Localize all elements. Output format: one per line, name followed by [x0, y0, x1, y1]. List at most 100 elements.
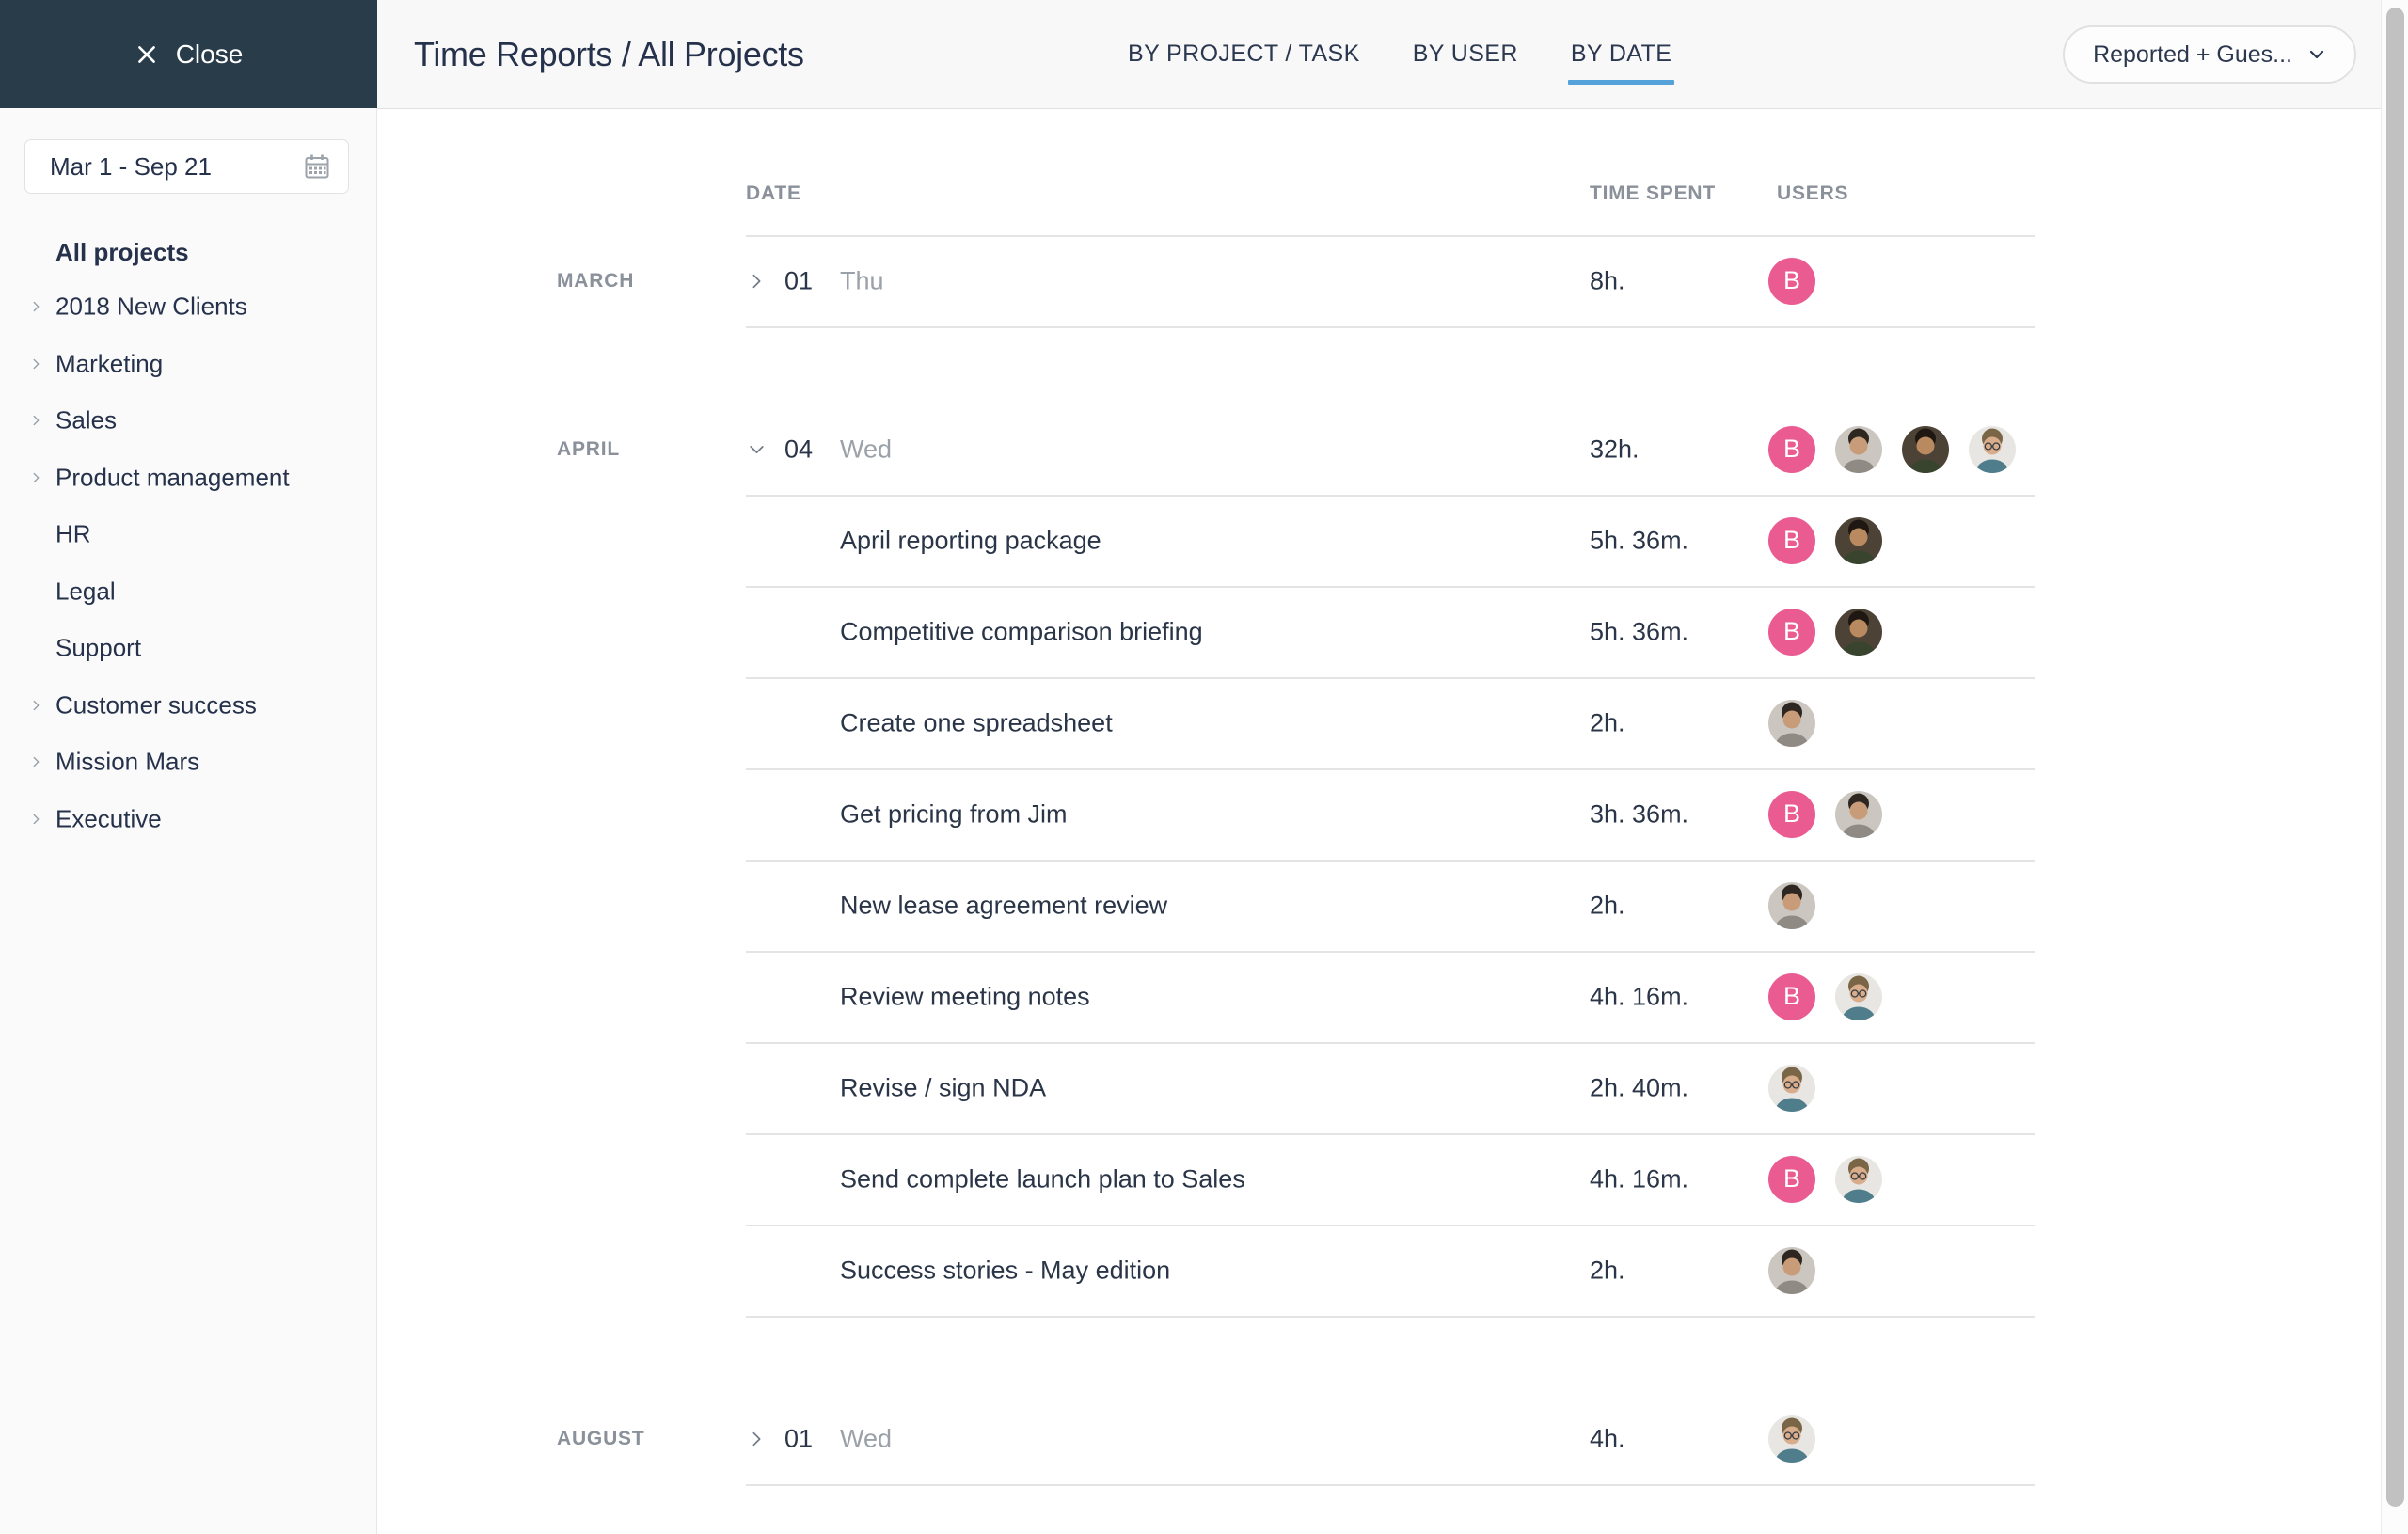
time-spent-value: 3h. 36m.: [1590, 799, 1689, 828]
view-tabs: BY PROJECT / TASK BY USER BY DATE: [1128, 0, 1675, 108]
chevron-right-icon[interactable]: [747, 271, 767, 291]
tab-by-user[interactable]: BY USER: [1412, 40, 1518, 67]
avatar-initial-letter: B: [1782, 617, 1800, 645]
row-divider: [746, 326, 2035, 328]
sidebar-item-2018-new-clients[interactable]: 2018 New Clients: [0, 283, 376, 330]
task-row-new-lease-agreement-review[interactable]: New lease agreement review 2h.: [378, 860, 2381, 951]
user-avatars: B: [1768, 608, 1882, 656]
user-avatars: B: [1768, 425, 2016, 473]
chevron-down-icon[interactable]: [747, 439, 767, 459]
avatar-initial-b: B: [1768, 608, 1815, 656]
user-avatars: [1768, 881, 1815, 929]
user-avatars: [1768, 1415, 1815, 1463]
avatar-initial-letter: B: [1782, 435, 1800, 463]
sidebar-item-hr[interactable]: HR: [0, 511, 376, 558]
task-row-review-meeting-notes[interactable]: Review meeting notes 4h. 16m. B: [378, 951, 2381, 1042]
month-label: AUGUST: [557, 1427, 645, 1449]
time-spent-value: 4h. 16m.: [1590, 982, 1689, 1010]
column-header-users: USERS: [1777, 182, 1849, 204]
sidebar-item-label: Mission Mars: [55, 747, 200, 776]
close-panel-button[interactable]: Close: [0, 0, 377, 108]
chevron-right-icon: [29, 356, 43, 371]
task-name: Success stories - May edition: [840, 1256, 1171, 1284]
task-row-get-pricing-from-jim[interactable]: Get pricing from Jim 3h. 36m. B: [378, 768, 2381, 860]
date-range-value: Mar 1 - Sep 21: [50, 151, 212, 181]
avatar-initial-letter: B: [1782, 799, 1800, 828]
weekday-label: Wed: [840, 1424, 893, 1452]
avatar-initial-b: B: [1768, 425, 1815, 473]
avatar-initial-letter: B: [1782, 1164, 1800, 1193]
task-name: Revise / sign NDA: [840, 1073, 1047, 1101]
sidebar-item-label: Legal: [55, 577, 116, 605]
report-content: DATE TIME SPENT USERS MARCH 01 Thu 8h. B APRI…: [378, 109, 2381, 1534]
sidebar-item-customer-success[interactable]: Customer success: [0, 682, 376, 729]
sidebar-item-sales[interactable]: Sales: [0, 397, 376, 444]
avatar-photo-man-glasses: [1768, 1415, 1815, 1463]
avatar-initial-b: B: [1768, 1155, 1815, 1203]
tab-by-date[interactable]: BY DATE: [1567, 35, 1675, 85]
user-avatars: B: [1768, 257, 1815, 305]
avatar-photo-man-beard: [1835, 425, 1882, 473]
sidebar-item-all-projects[interactable]: All projects: [55, 237, 189, 266]
avatar-photo-man-glasses: [1835, 973, 1882, 1020]
sidebar-item-product-management[interactable]: Product management: [0, 454, 376, 501]
task-row-success-stories-may-edition[interactable]: Success stories - May edition 2h.: [378, 1225, 2381, 1316]
task-row-send-complete-launch-plan-to-sales[interactable]: Send complete launch plan to Sales 4h. 16…: [378, 1133, 2381, 1225]
avatar-photo-man-glasses: [1835, 1155, 1882, 1203]
scrollbar-thumb[interactable]: [2386, 8, 2404, 1507]
sidebar-item-label: Support: [55, 633, 142, 662]
day-number: 04: [784, 435, 814, 463]
row-divider: [746, 1133, 2035, 1135]
task-name: Get pricing from Jim: [840, 799, 1068, 828]
user-avatars: [1768, 699, 1815, 747]
date-row-april-04[interactable]: APRIL 04 Wed 32h. B: [378, 403, 2381, 495]
date-row-august-01[interactable]: AUGUST 01 Wed 4h.: [378, 1393, 2381, 1484]
time-spent-value: 2h. 40m.: [1590, 1073, 1689, 1101]
task-row-revise-sign-nda[interactable]: Revise / sign NDA 2h. 40m.: [378, 1042, 2381, 1133]
user-avatars: B: [1768, 1155, 1882, 1203]
sidebar-item-legal[interactable]: Legal: [0, 568, 376, 615]
time-spent-value: 8h.: [1590, 266, 1625, 294]
row-divider: [746, 495, 2035, 497]
task-row-create-one-spreadsheet[interactable]: Create one spreadsheet 2h.: [378, 677, 2381, 768]
row-divider: [746, 1042, 2035, 1044]
sidebar-item-marketing[interactable]: Marketing: [0, 340, 376, 387]
avatar-photo-man-beard: [1768, 881, 1815, 929]
sidebar-item-mission-mars[interactable]: Mission Mars: [0, 738, 376, 785]
task-row-april-reporting-package[interactable]: April reporting package 5h. 36m. B: [378, 495, 2381, 586]
report-filter-dropdown[interactable]: Reported + Gues...: [2063, 25, 2356, 84]
sidebar-item-label: Product management: [55, 463, 290, 491]
avatar-photo-man-glasses: [1768, 1064, 1815, 1112]
month-label: APRIL: [557, 437, 620, 460]
sidebar-item-executive[interactable]: Executive: [0, 796, 376, 843]
chevron-right-icon: [29, 755, 43, 769]
date-row-march-01[interactable]: MARCH 01 Thu 8h. B: [378, 235, 2381, 326]
avatar-photo-man-beard: [1768, 1246, 1815, 1294]
user-avatars: B: [1768, 973, 1882, 1020]
task-row-competitive-comparison-briefing[interactable]: Competitive comparison briefing 5h. 36m. B: [378, 586, 2381, 677]
time-spent-value: 4h. 16m.: [1590, 1164, 1689, 1193]
main-header: Time Reports / All Projects BY PROJECT /…: [377, 0, 2381, 109]
scrollbar-track[interactable]: [2381, 0, 2408, 1534]
chevron-right-icon: [29, 812, 43, 826]
sidebar-item-label: Customer success: [55, 690, 257, 719]
avatar-initial-letter: B: [1782, 266, 1800, 294]
row-divider: [746, 1225, 2035, 1226]
day-number: 01: [784, 1424, 814, 1452]
avatar-initial-letter: B: [1782, 982, 1800, 1010]
avatar-photo-woman: [1835, 608, 1882, 656]
chevron-right-icon[interactable]: [747, 1429, 767, 1448]
page-title: Time Reports / All Projects: [414, 34, 804, 73]
time-spent-value: 2h.: [1590, 708, 1625, 736]
avatar-initial-b: B: [1768, 516, 1815, 564]
time-spent-value: 32h.: [1590, 435, 1640, 463]
close-label: Close: [175, 39, 244, 69]
date-range-picker[interactable]: Mar 1 - Sep 21: [24, 139, 349, 194]
task-name: Review meeting notes: [840, 982, 1090, 1010]
avatar-initial-letter: B: [1782, 526, 1800, 554]
time-spent-value: 2h.: [1590, 1256, 1625, 1284]
avatar-initial-b: B: [1768, 973, 1815, 1020]
sidebar-item-support[interactable]: Support: [0, 625, 376, 672]
tab-by-project-task[interactable]: BY PROJECT / TASK: [1128, 40, 1360, 67]
report-filter-label: Reported + Gues...: [2093, 40, 2292, 68]
